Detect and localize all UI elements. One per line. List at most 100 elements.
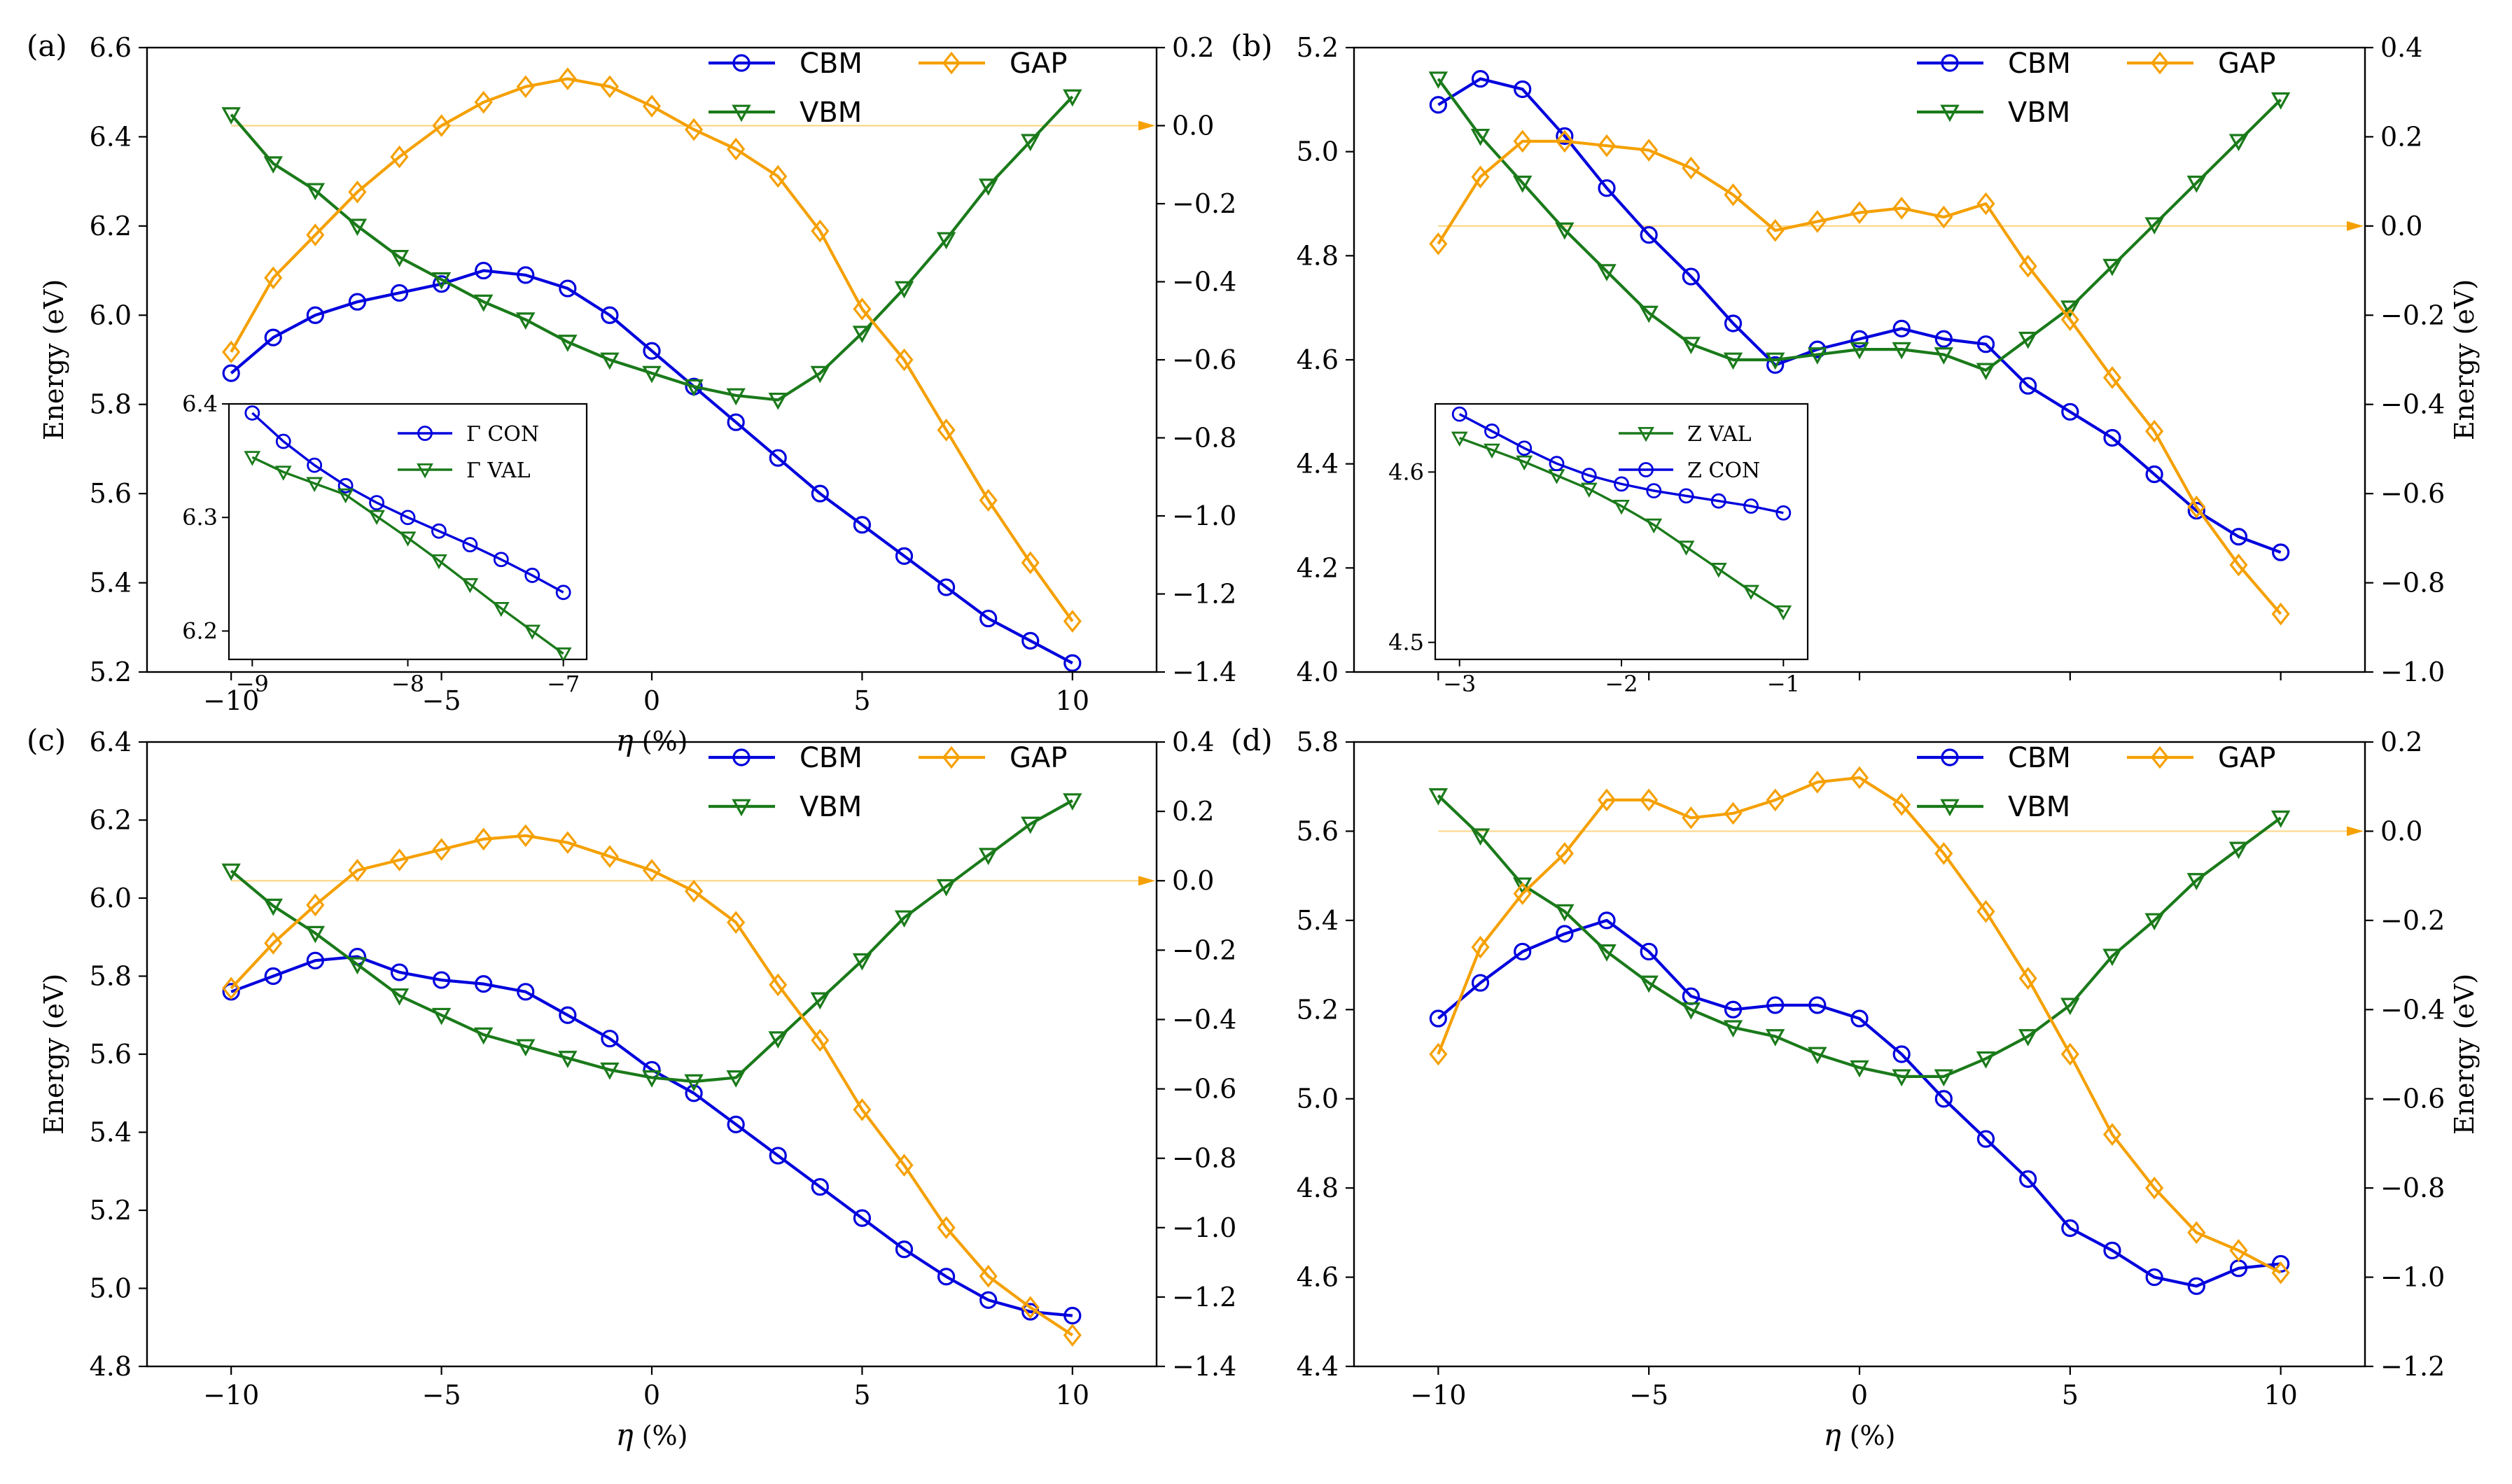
y-right-tick-label: −0.6 [1172,1074,1236,1105]
data-point-vbm [2144,217,2164,235]
data-point-vbm [1681,1002,1701,1020]
inset-data-point [1678,488,1694,504]
data-point-gap [264,266,283,290]
inset-data-point [1484,424,1500,439]
x-axis-label: η (%) [615,1418,688,1452]
y-right-tick-label: −0.2 [1172,188,1236,219]
y-right-tick-label: −0.8 [2380,1172,2445,1203]
x-tick-label: 10 [1056,1380,1089,1410]
data-point-cbm [2019,377,2037,395]
data-point-vbm [1808,1046,1827,1065]
data-point-vbm [978,178,998,196]
inset-series-z-con [1451,406,1792,521]
data-point-cbm [264,967,282,986]
data-point-vbm [1428,788,1449,806]
data-point-gap [516,824,535,848]
y-left-axis-label: Energy (eV) [39,279,69,440]
data-point-gap [558,67,577,90]
data-point-gap [1682,806,1701,830]
inset-legend-marker [1638,462,1654,477]
data-point-gap [2018,967,2037,990]
data-point-gap [811,1028,830,1052]
data-point-cbm [2187,1277,2205,1295]
data-point-vbm [1723,352,1743,370]
data-point-cbm [601,1030,619,1048]
data-point-cbm [685,1084,703,1102]
data-point-gap [2271,1261,2290,1284]
series-line-vbm [1437,794,2282,1078]
inset-series-line [1459,437,1785,613]
y-right-tick-label: −0.6 [2380,1084,2445,1114]
data-point-gap [1513,130,1532,153]
legend-marker [2150,51,2170,75]
inset-data-point [1775,505,1792,521]
data-point-cbm [1976,1130,1995,1148]
legend-marker [942,51,961,75]
data-point-cbm [517,983,535,1001]
inset-data-point [1516,455,1533,471]
inset-legend-marker [417,426,433,441]
data-point-vbm [2186,175,2207,193]
data-point-gap [1850,201,1869,225]
x-tick-label: −5 [422,685,461,716]
data-point-cbm [1976,335,1995,354]
data-point-gap [1555,130,1574,153]
inset-data-point [524,624,541,640]
inset-x-tick-label: −8 [391,671,424,697]
data-point-vbm [1428,71,1449,89]
data-point-cbm [1556,127,1574,145]
inset-data-point [492,602,510,617]
series-vbm [221,793,1082,1092]
data-point-vbm [1850,342,1869,360]
panel-label: (c) [27,723,66,757]
data-point-gap [1892,792,1911,816]
x-axis-variable: η [615,1418,633,1452]
zero-line-arrow [1138,120,1155,131]
legend-label: VBM [800,97,862,129]
y-right-tick-label: −0.4 [1172,267,1236,298]
data-point-vbm [1934,1069,1954,1087]
data-point-vbm [431,1007,452,1026]
data-point-gap [937,419,956,442]
data-point-vbm [2270,92,2291,110]
zero-line-arrow [1138,876,1155,886]
data-point-gap [474,90,493,114]
data-point-gap [853,1098,872,1121]
series-cbm [1429,69,2290,561]
data-point-vbm [726,388,746,406]
data-point-cbm [1598,179,1616,197]
data-point-gap [1021,1296,1040,1320]
data-point-vbm [936,878,956,897]
series-gap [1429,130,2290,626]
x-tick-label: 5 [853,685,870,716]
data-point-vbm [1597,944,1617,962]
data-point-vbm [516,1039,536,1057]
legend-label: CBM [2008,742,2071,774]
legend-label: CBM [2008,48,2071,80]
data-point-gap [1766,218,1785,242]
y-right-tick-label: −1.0 [1172,1212,1236,1243]
x-tick-label: −5 [422,1380,461,1410]
x-tick-label: 0 [643,685,660,716]
data-point-cbm [1850,330,1869,348]
series-gap [222,824,1082,1347]
data-point-cbm [1892,319,1911,337]
y-right-tick-label: −0.2 [2380,300,2445,330]
data-point-vbm [894,910,914,928]
data-point-gap [2187,1221,2206,1245]
y-right-tick-label: −1.2 [2380,1351,2445,1382]
data-point-vbm [852,326,872,344]
data-point-vbm [2102,258,2122,276]
x-tick-label: −10 [203,685,259,716]
data-point-cbm [1892,1045,1911,1063]
data-point-cbm [2145,465,2163,484]
inset-data-point [1614,476,1629,492]
data-point-gap [390,848,409,872]
y-left-tick-label: 4.0 [1297,657,1339,687]
legend-marker [732,799,751,817]
y-left-tick-label: 5.0 [1297,1084,1339,1114]
inset-data-point [1775,605,1792,621]
panel-label: (a) [27,29,67,63]
inset-legend-marker [1638,427,1654,442]
data-point-cbm [306,951,324,969]
